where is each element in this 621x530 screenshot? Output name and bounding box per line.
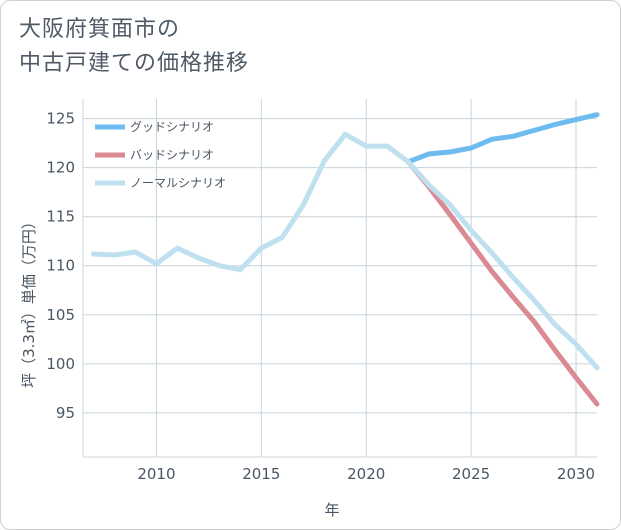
page-title: 大阪府箕面市の 中古戸建ての価格推移 xyxy=(19,13,249,81)
y-axis-label: 坪（3.3㎡）単価（万円） xyxy=(20,214,38,388)
series-lines xyxy=(91,112,600,407)
title-line-2: 中古戸建ての価格推移 xyxy=(19,51,250,76)
legend-label-bad: バッドシナリオ xyxy=(130,148,214,162)
legend-label-normal: ノーマルシナリオ xyxy=(130,176,226,190)
x-tick-label: 2020 xyxy=(347,465,385,483)
x-tick-label: 2030 xyxy=(557,465,595,483)
series-line-good xyxy=(405,112,600,165)
y-tick-label: 100 xyxy=(46,355,75,373)
title-line-1: 大阪府箕面市の xyxy=(19,17,181,42)
x-tick-label: 2025 xyxy=(452,465,490,483)
legend-label-good: グッドシナリオ xyxy=(130,120,214,134)
y-tick-label: 120 xyxy=(46,159,75,177)
y-tick-label: 115 xyxy=(46,208,75,226)
x-tick-label: 2015 xyxy=(242,465,280,483)
y-tick-label: 95 xyxy=(56,404,75,422)
series-line-bad xyxy=(405,159,600,407)
axis-ticks: 95 100 105 110 115 120 125 2010 2015 2020 2025 2030 xyxy=(46,110,595,483)
grid xyxy=(82,99,597,458)
x-tick-label: 2010 xyxy=(137,465,175,483)
x-axis-label: 年 xyxy=(324,501,339,519)
y-tick-label: 110 xyxy=(46,257,75,275)
series-line-normal xyxy=(91,131,600,371)
y-tick-label: 105 xyxy=(46,306,75,324)
y-tick-label: 125 xyxy=(46,110,75,128)
